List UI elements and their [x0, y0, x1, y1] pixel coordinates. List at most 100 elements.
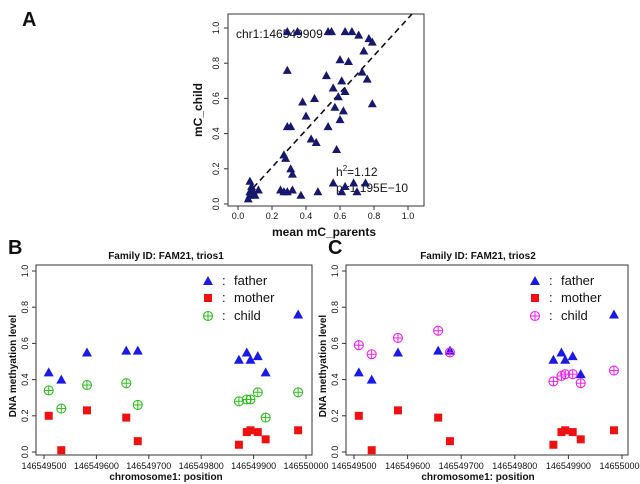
- panel-b-mother-point: [253, 428, 262, 437]
- panel-b-mother-point: [246, 426, 255, 435]
- panel-c-legend-child-marker: [529, 310, 541, 322]
- panel-c-y-tick-label: 0.0: [330, 446, 340, 459]
- panel-b-x-tick-label: 146550000: [283, 461, 328, 471]
- panel-b-child-point: [233, 396, 244, 407]
- panel-c-x-tick-label: 146549700: [439, 461, 484, 471]
- panel-c-father-point: [575, 369, 586, 379]
- panel-b-legend-father-label: father: [234, 273, 268, 288]
- panel-b-father-point: [233, 354, 244, 364]
- panel-c-legend-father-marker: [530, 276, 540, 285]
- panel-b-child-point: [245, 394, 256, 405]
- panel-a-data-point: [323, 122, 333, 131]
- panel-c-mother-point: [445, 437, 454, 446]
- panel-c-mother-point: [568, 428, 577, 437]
- panel-c-child-point: [433, 325, 444, 336]
- panel-b-legend-child-label: child: [234, 308, 261, 323]
- panel-a-data-point: [321, 71, 331, 80]
- panel-a-y-tick-label: 0.2: [211, 163, 221, 176]
- panel-a-data-point: [311, 137, 321, 146]
- panel-c-mother-point: [393, 406, 402, 415]
- panel-a-data-point: [359, 46, 369, 55]
- panel-a-plot-frame: [227, 13, 425, 207]
- panel-a-data-point: [337, 76, 347, 85]
- panel-a-data-point: [282, 27, 292, 36]
- panel-b-child-point: [293, 387, 304, 398]
- panel-c-mother-point: [549, 440, 558, 449]
- panel-a-data-point: [313, 187, 323, 196]
- panel-c-x-tick-label: 146549800: [492, 461, 537, 471]
- panel-a-data-point: [328, 178, 338, 187]
- panel-c-mother-point: [367, 446, 376, 455]
- panel-b-father-point: [252, 351, 263, 361]
- panel-a-data-point: [286, 122, 296, 131]
- panel-c-child-point: [392, 332, 404, 344]
- panel-c-y-tick-label: 1.0: [330, 265, 340, 278]
- panel-a-data-point: [335, 55, 345, 64]
- panel-b-mother-point: [261, 435, 270, 444]
- panel-c-y-tick-label: 0.8: [330, 301, 340, 314]
- panel-b-child-point: [260, 412, 271, 423]
- panel-c-child-point: [608, 365, 620, 376]
- h2-value: =1.12: [347, 165, 378, 179]
- panel-a-data-point: [347, 27, 357, 36]
- panel-b-mother-point: [133, 437, 142, 446]
- panel-a-data-point: [293, 27, 302, 36]
- panel-b-x-tick-label: 146549900: [231, 461, 276, 471]
- panel-c-father-point: [608, 309, 619, 319]
- panel-a-data-point: [298, 97, 308, 106]
- panel-c-legend-separator: :: [549, 290, 553, 305]
- panel-a-y-tick-label: 0.0: [211, 198, 221, 211]
- panel-a-data-point: [338, 106, 348, 115]
- panel-c-x-axis-title: chromosome1: position: [421, 472, 534, 483]
- panel-b-mother-point: [44, 411, 53, 420]
- h2-symbol: h: [336, 165, 343, 179]
- panel-b-legend-child-marker: [202, 310, 214, 322]
- panel-a-data-point: [247, 181, 257, 190]
- panel-a-data-point: [296, 190, 306, 199]
- h2-superscript: 2: [343, 164, 348, 173]
- panel-c-y-tick-label: 0.4: [330, 373, 340, 386]
- panel-c-child-point: [366, 349, 377, 360]
- panel-c-child-point: [548, 376, 559, 387]
- panel-b-legend-father-marker: [203, 276, 213, 285]
- panel-b-y-tick-label: 1.0: [20, 265, 30, 278]
- panel-b-y-tick-label: 0.6: [20, 337, 30, 350]
- panel-b-child-point: [252, 387, 263, 398]
- panel-a-data-point: [245, 176, 255, 185]
- panel-a-data-point: [330, 102, 340, 111]
- panel-a-y-tick-label: 0.8: [211, 57, 221, 70]
- panel-a-x-tick-label: 0.6: [334, 211, 347, 221]
- panel-a-data-point: [287, 185, 297, 194]
- panel-letter-a: A: [22, 9, 36, 31]
- panel-b-legend-mother-label: mother: [234, 290, 275, 305]
- panel-a-x-tick-label: 0.8: [368, 211, 381, 221]
- panel-b-y-tick-label: 0.8: [20, 301, 30, 314]
- panel-a-x-tick-label: 0.2: [266, 211, 279, 221]
- panel-b-legend-separator: :: [222, 273, 226, 288]
- panel-c-plot-frame: [345, 264, 629, 456]
- panel-c-y-tick-label: 0.6: [330, 337, 340, 350]
- panel-a-data-point: [337, 187, 347, 196]
- panel-a-y-axis-title: mC_child: [191, 83, 205, 137]
- panel-b-scatter: Family ID: FAM21, trios1 chromosome1: po…: [8, 251, 329, 483]
- panel-b-mother-point: [122, 413, 131, 422]
- panel-a-data-point: [335, 115, 345, 124]
- panel-a-data-point: [349, 178, 359, 187]
- panel-a-data-point: [357, 67, 367, 76]
- panel-b-father-point: [241, 347, 252, 357]
- panel-a-data-point: [340, 27, 350, 36]
- panel-b-y-axis-title: DNA methyation level: [8, 315, 19, 418]
- panel-c-father-point: [560, 354, 571, 364]
- panel-a-x-tick-label: 1.0: [402, 211, 415, 221]
- panel-c-legend-mother-marker: [531, 294, 539, 302]
- panel-b-father-point: [56, 374, 67, 384]
- panel-a-data-point: [367, 99, 377, 108]
- panel-a-x-tick-label: 0.4: [300, 211, 313, 221]
- panel-b-y-tick-label: 0.2: [20, 410, 30, 423]
- panel-b-father-point: [293, 309, 304, 319]
- panel-a-data-point: [333, 92, 343, 101]
- panel-c-y-axis-title: DNA methyation level: [318, 315, 329, 418]
- panel-c-legend-child-label: child: [561, 308, 588, 323]
- panel-a-y-tick-label: 0.6: [211, 92, 221, 105]
- panel-a-locus-label: chr1:146549909: [236, 27, 323, 41]
